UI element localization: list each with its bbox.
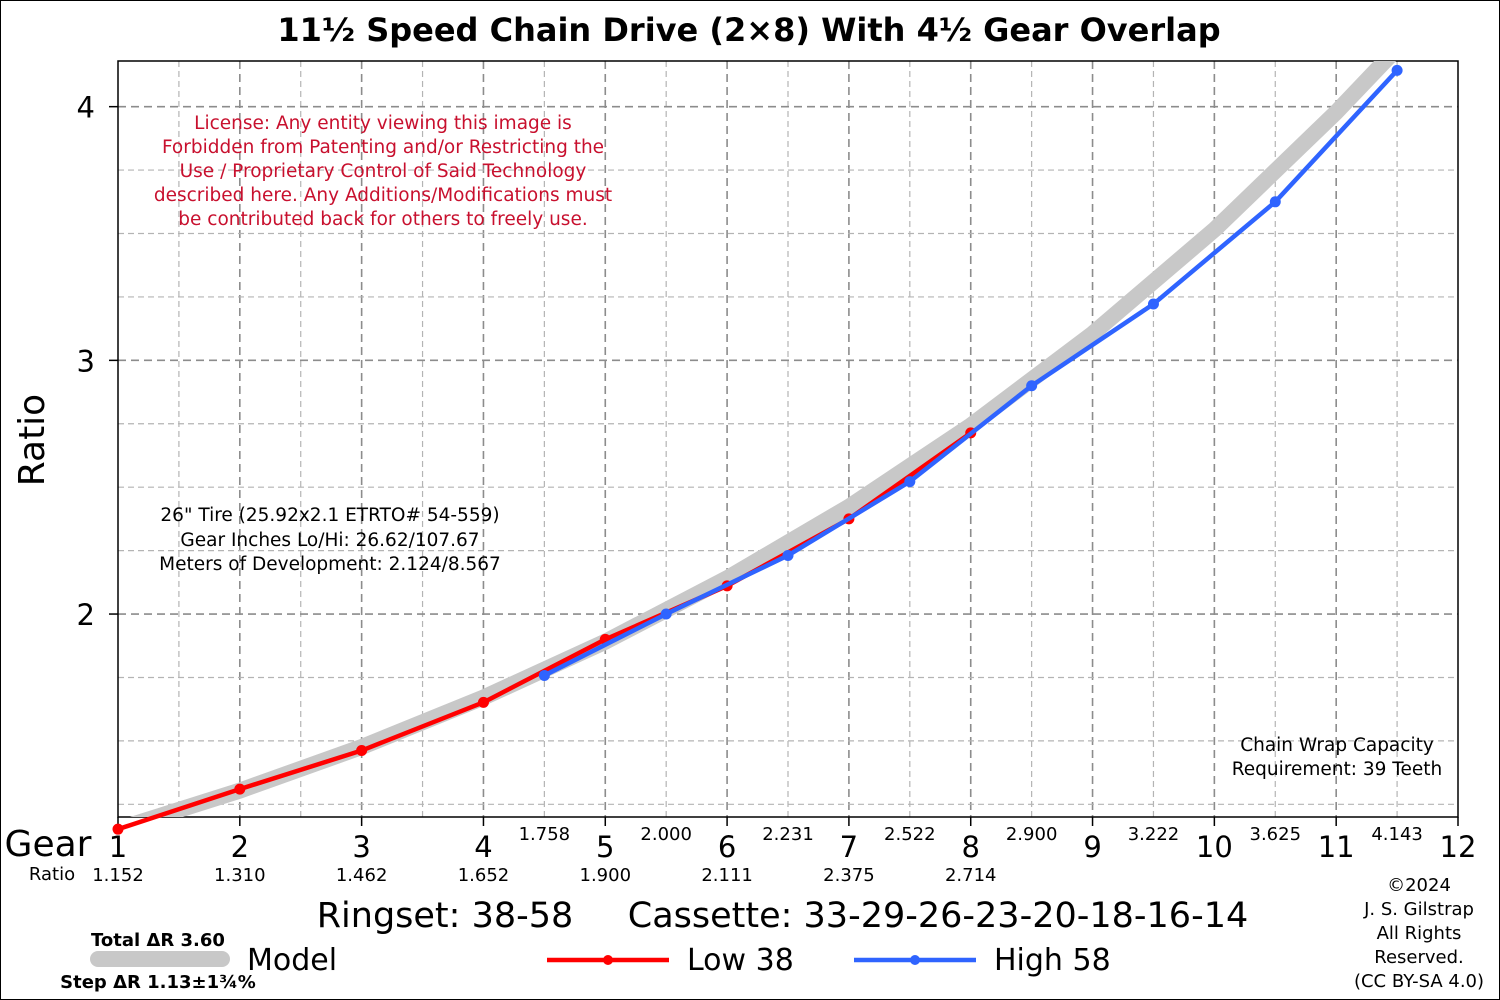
cassette-label: Cassette: 33-29-26-23-20-18-16-14	[628, 896, 1248, 936]
high-point	[1269, 196, 1281, 208]
x-tick-label: 12	[1440, 830, 1477, 864]
legend-low-marker	[603, 955, 613, 965]
low-ratio-label: 2.111	[701, 865, 753, 886]
chart-title: 11½ Speed Chain Drive (2×8) With 4½ Gear…	[277, 11, 1220, 49]
x-tick-label: 5	[596, 830, 614, 864]
high-ratio-label: 2.231	[762, 824, 814, 845]
tire-info-line-3: Meters of Development: 2.124/8.567	[159, 554, 501, 575]
ringset-label: Ringset: 38-58	[317, 896, 574, 936]
model-band	[129, 61, 1397, 817]
ratio-labels: 1.152 1.310 1.462 1.652 1.900 2.111 2.375 2.714…	[92, 824, 1423, 886]
high-ratio-label: 1.758	[519, 824, 571, 845]
total-delta: Total ΔR 3.60	[91, 930, 225, 951]
license-line-1: License: Any entity viewing this image i…	[194, 113, 572, 134]
copyright-line-3: All Rights	[1377, 923, 1462, 944]
y-tick-label: 3	[77, 344, 95, 378]
high-point	[782, 549, 794, 561]
x-tick-label: 10	[1196, 830, 1233, 864]
license-note: License: Any entity viewing this image i…	[154, 113, 612, 230]
x-axis-label: Gear	[5, 824, 92, 865]
low-ratio-label: 1.462	[336, 865, 388, 886]
low-ratio-label: 1.310	[214, 865, 266, 886]
low-ratio-label: 1.152	[92, 865, 144, 886]
license-line-2: Forbidden from Patenting and/or Restrict…	[162, 137, 604, 158]
low-point	[356, 745, 368, 757]
low-ratio-label: 1.652	[458, 865, 510, 886]
tire-info: 26" Tire (25.92x2.1 ETRTO# 54-559) Gear …	[159, 505, 501, 575]
tire-info-line-1: 26" Tire (25.92x2.1 ETRTO# 54-559)	[160, 505, 499, 526]
high-ratio-label: 2.000	[640, 824, 692, 845]
high-point	[1391, 64, 1403, 76]
license-line-3: Use / Proprietary Control of Said Techno…	[180, 161, 587, 182]
high-ratio-label: 2.522	[884, 824, 936, 845]
copyright: ©2024 J. S. Gilstrap All Rights Reserved…	[1354, 875, 1484, 992]
license-line-4: described here. Any Additions/Modificati…	[154, 185, 612, 206]
x-tick-label: 4	[474, 830, 492, 864]
y-tick-label: 2	[77, 598, 95, 632]
legend-low-label: Low 38	[687, 943, 794, 978]
copyright-line-5: (CC BY-SA 4.0)	[1354, 971, 1484, 992]
tire-info-line-2: Gear Inches Lo/Hi: 26.62/107.67	[180, 530, 479, 551]
copyright-line-2: J. S. Gilstrap	[1363, 899, 1474, 920]
x-tick-label: 2	[231, 830, 249, 864]
high-point	[904, 476, 916, 488]
high-point	[538, 669, 550, 681]
legend-high-marker	[910, 955, 920, 965]
copyright-line-4: Reserved.	[1374, 947, 1464, 968]
license-line-5: be contributed back for others to freely…	[178, 209, 587, 230]
chain-wrap-line-2: Requirement: 39 Teeth	[1232, 759, 1442, 780]
high-ratio-label: 3.222	[1128, 824, 1180, 845]
x-tick-label: 6	[718, 830, 736, 864]
low-point	[477, 696, 489, 708]
y-tick-label: 4	[77, 91, 95, 125]
high-ratio-label: 4.143	[1371, 824, 1423, 845]
legend-high-label: High 58	[994, 943, 1111, 978]
chain-wrap-line-1: Chain Wrap Capacity	[1240, 735, 1434, 756]
high-series-line	[543, 68, 1399, 678]
low-ratio-label: 1.900	[580, 865, 632, 886]
x-tick-label: 8	[962, 830, 980, 864]
grid	[118, 61, 1458, 817]
copyright-line-1: ©2024	[1387, 875, 1451, 896]
legend-model-label: Model	[247, 943, 337, 978]
chain-wrap-note: Chain Wrap Capacity Requirement: 39 Teet…	[1232, 735, 1442, 780]
high-point	[1147, 298, 1159, 310]
y-axis-label: Ratio	[12, 394, 53, 486]
low-point	[112, 823, 124, 835]
series-layer	[112, 61, 1403, 835]
low-point	[234, 783, 246, 795]
step-delta: Step ΔR 1.13±1¾%	[60, 972, 256, 993]
x-tick-label: 7	[840, 830, 858, 864]
high-ratio-label: 2.900	[1006, 824, 1058, 845]
plot-area	[117, 60, 1459, 818]
x-tick-label: 1	[109, 830, 127, 864]
high-point	[660, 608, 672, 620]
x-tick-label: 3	[352, 830, 370, 864]
ratio-row-label: Ratio	[29, 864, 75, 885]
x-tick-label: 11	[1318, 830, 1355, 864]
high-ratio-label: 3.625	[1250, 824, 1302, 845]
high-point	[1026, 380, 1038, 392]
low-ratio-label: 2.714	[945, 865, 997, 886]
low-ratio-label: 2.375	[823, 865, 875, 886]
x-tick-label: 9	[1083, 830, 1101, 864]
